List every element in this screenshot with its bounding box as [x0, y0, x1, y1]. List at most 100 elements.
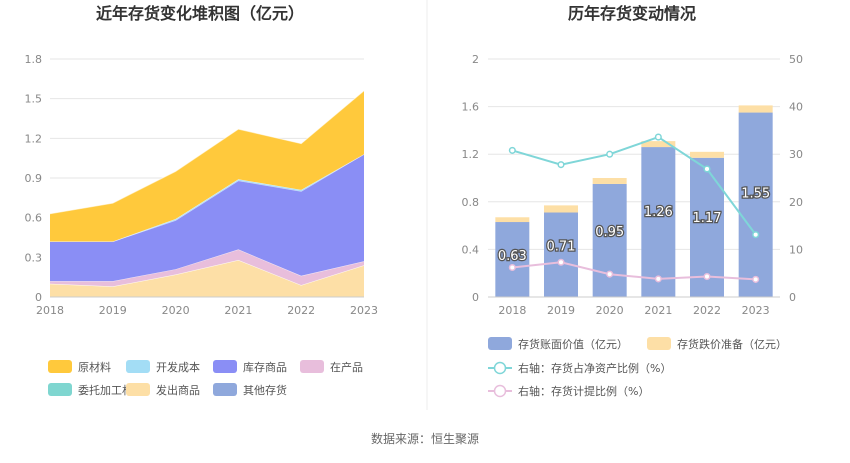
line-line_provision: [512, 261, 756, 281]
bar-book-value: [592, 183, 627, 297]
line-point-line_ratio: [703, 165, 711, 173]
legend-swatch-wip: [300, 360, 324, 373]
legend-swatch-raw_materials: [48, 360, 72, 373]
right-x-axis: 2018 2019 2020 2021 2022 2023: [488, 296, 780, 317]
right-x-tick-label: 2019: [547, 304, 575, 317]
bar-line-chart: 历年存货变动情况 0.63 0.71 0.95 1.26 1.17 1.55 0 0.4 0.…: [462, 4, 804, 398]
bar-provision: [690, 151, 724, 158]
left-areas: [49, 90, 365, 298]
legend-label: 原材料: [78, 360, 111, 374]
legend-swatch-other: [213, 383, 237, 396]
left-x-axis: 2018 2019 2020 2021 2022 2023: [36, 296, 378, 317]
right-y-axis-left: 0 0.4 0.8 1.2 1.6 2: [462, 53, 480, 304]
bar-book-value: [495, 222, 530, 297]
line-point-line_ratio: [557, 161, 565, 169]
legend-label: 其他存货: [243, 383, 287, 397]
area-inventory_goods: [50, 154, 364, 282]
right-y-tick-label: 0.8: [462, 196, 480, 209]
right-grid: [488, 58, 780, 298]
line-point-line_provision: [508, 263, 516, 272]
right-x-tick-label: 2018: [498, 304, 526, 317]
line-point-line_provision: [654, 275, 662, 283]
right-y-tick-label: 2: [472, 53, 479, 66]
right-x-tick-label: 2023: [742, 304, 770, 317]
legend-marker-line_ratio: [493, 361, 507, 375]
right-y2-tick-label: 40: [789, 101, 803, 114]
bar-value-label: 1.55: [741, 186, 770, 201]
left-x-tick-label: 2018: [36, 304, 64, 317]
right-y-tick-label: 1.2: [462, 148, 480, 161]
left-y-tick-label: 0.9: [25, 172, 43, 185]
right-chart-title: 历年存货变动情况: [568, 4, 696, 23]
right-y2-tick-label: 30: [789, 148, 803, 161]
right-y-tick-label: 1.6: [462, 101, 480, 114]
right-y2-tick-label: 50: [789, 53, 803, 66]
left-y-tick-label: 0: [35, 291, 42, 304]
right-y-tick-label: 0: [472, 291, 479, 304]
left-y-tick-label: 1.8: [25, 53, 43, 66]
left-chart-title: 近年存货变化堆积图（亿元）: [96, 4, 304, 23]
stacked-area-chart: 近年存货变化堆积图（亿元） 00.30.60.91.21.51.8 2018 20…: [25, 4, 379, 397]
bar-book-value: [641, 147, 676, 297]
legend-label: 右轴：存货占净资产比例（%）: [518, 361, 671, 375]
line-point-line_provision: [557, 258, 565, 266]
left-x-tick-label: 2022: [287, 304, 315, 317]
right-y2-tick-label: 10: [789, 243, 803, 256]
area-raw_materials: [50, 90, 364, 242]
legend-label: 存货账面价值（亿元）: [518, 337, 628, 351]
line-point-line_ratio: [654, 133, 662, 141]
left-x-tick-label: 2020: [162, 304, 190, 317]
left-y-tick-label: 1.5: [25, 93, 43, 106]
legend-swatch-provision: [647, 337, 671, 350]
legend-label: 库存商品: [243, 360, 287, 374]
bar-value-label: 1.26: [644, 205, 673, 220]
right-x-tick-label: 2022: [693, 304, 721, 317]
line-point-line_provision: [606, 270, 614, 278]
right-lines: 0.63 0.71 0.95 1.26 1.17 1.55: [497, 133, 771, 283]
bar-book-value: [738, 112, 773, 297]
legend-label: 在产品: [330, 360, 363, 374]
bar-provision: [738, 105, 773, 113]
area-edge-raw_materials: [49, 90, 365, 215]
legend-label: 发出商品: [156, 383, 200, 397]
line-line_ratio: [512, 135, 757, 236]
left-y-tick-label: 0.6: [25, 212, 43, 225]
legend-swatch-consigned: [48, 383, 72, 396]
legend-label: 存货跌价准备（亿元）: [677, 337, 787, 351]
right-y2-tick-label: 0: [789, 291, 796, 304]
right-legend: 存货账面价值（亿元） 存货跌价准备（亿元） 右轴：存货占净资产比例（%） 右轴：存货计…: [488, 337, 787, 398]
legend-swatch-shipped: [126, 383, 150, 396]
bar-provision: [641, 141, 676, 148]
left-y-tick-label: 0.3: [25, 251, 43, 264]
line-point-line_provision: [703, 272, 711, 281]
legend-swatch-dev_cost: [126, 360, 150, 373]
bar-value-label: 0.63: [498, 249, 527, 264]
bar-provision: [544, 205, 578, 213]
left-y-axis: 0 0.3 0.6 0.9 1.2 1.5 1.8: [25, 53, 43, 304]
bar-value-label: 0.95: [595, 225, 624, 240]
legend-swatch-book-value: [488, 337, 512, 350]
right-bars: [495, 105, 773, 297]
area-wip: [50, 249, 364, 287]
line-point-line_ratio: [752, 231, 760, 239]
bar-provision: [495, 217, 530, 223]
bar-value-label: 1.17: [693, 211, 722, 226]
legend-label: 右轴：存货计提比例（%）: [518, 384, 649, 398]
left-x-tick-label: 2021: [224, 304, 252, 317]
area-shipped: [50, 260, 364, 297]
legend-label: 开发成本: [156, 360, 200, 374]
bar-book-value: [544, 212, 578, 297]
line-point-line_ratio: [606, 150, 614, 158]
right-x-tick-label: 2020: [596, 304, 624, 317]
legend-marker-line_provision: [493, 384, 507, 398]
line-point-line_provision: [752, 275, 760, 283]
line-point-line_ratio: [508, 146, 516, 154]
right-x-tick-label: 2021: [644, 304, 672, 317]
bar-provision: [592, 178, 627, 184]
right-y2-tick-label: 20: [789, 196, 803, 209]
bar-value-label: 0.71: [547, 240, 576, 255]
left-x-tick-label: 2019: [99, 304, 127, 317]
data-source: 数据来源：恒生聚源: [371, 431, 479, 446]
